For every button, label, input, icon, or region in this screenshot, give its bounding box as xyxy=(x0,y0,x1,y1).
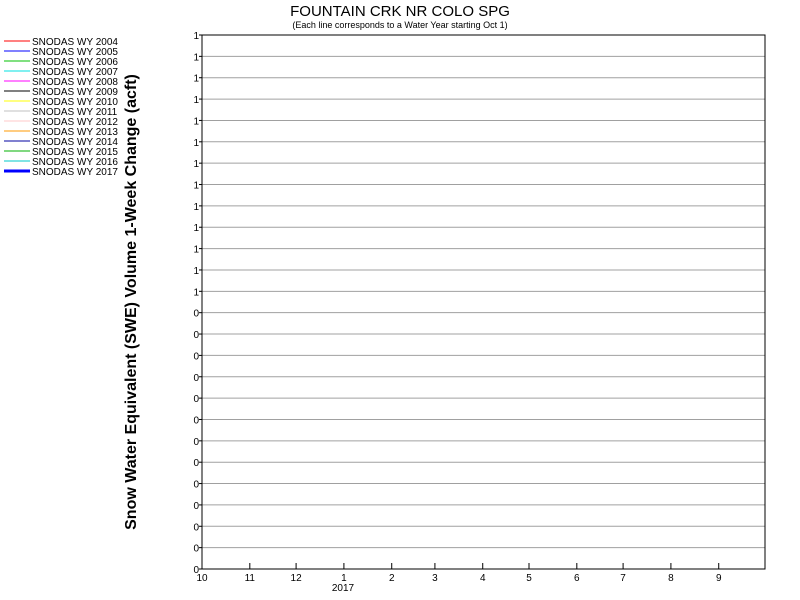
x-tick-label-2: 12 xyxy=(291,573,303,584)
y-tick-label-24: 0 xyxy=(193,544,199,555)
y-tick-label-12: 1 xyxy=(193,287,199,298)
legend-label-5: SNODAS WY 2009 xyxy=(32,87,118,98)
y-tick-label-2: 1 xyxy=(193,74,199,85)
y-tick-label-20: 0 xyxy=(193,458,199,469)
y-axis-label: Snow Water Equivalent (SWE) Volume 1-Wee… xyxy=(123,74,140,530)
legend-label-12: SNODAS WY 2016 xyxy=(32,157,118,168)
legend-label-8: SNODAS WY 2012 xyxy=(32,117,118,128)
y-tick-label-14: 0 xyxy=(193,330,199,341)
chart-title: FOUNTAIN CRK NR COLO SPG xyxy=(290,3,510,20)
y-tick-label-17: 0 xyxy=(193,394,199,405)
y-tick-label-23: 0 xyxy=(193,522,199,533)
x-tick-label-0: 10 xyxy=(196,573,208,584)
y-tick-label-19: 0 xyxy=(193,437,199,448)
legend-label-10: SNODAS WY 2014 xyxy=(32,137,118,148)
grid-lines xyxy=(202,55,765,549)
y-tick-label-21: 0 xyxy=(193,480,199,491)
legend-label-9: SNODAS WY 2013 xyxy=(32,127,118,138)
legend-label-3: SNODAS WY 2007 xyxy=(32,67,118,78)
y-tick-label-6: 1 xyxy=(193,159,199,170)
legend-label-7: SNODAS WY 2011 xyxy=(32,107,118,118)
legend-label-6: SNODAS WY 2010 xyxy=(32,97,118,108)
x-tick-label-5: 3 xyxy=(432,573,438,584)
x-tick-label-11: 9 xyxy=(716,573,722,584)
x-tick-label-7: 5 xyxy=(526,573,532,584)
y-tick-label-5: 1 xyxy=(193,138,199,149)
y-tick-label-0: 1 xyxy=(193,31,199,42)
plot-frame xyxy=(201,34,766,570)
y-tick-label-10: 1 xyxy=(193,245,199,256)
x-tick-label-6: 4 xyxy=(480,573,486,584)
y-tick-label-25: 0 xyxy=(193,565,199,576)
x-tick-label-10: 8 xyxy=(668,573,674,584)
y-tick-label-1: 1 xyxy=(193,52,199,63)
y-tick-label-3: 1 xyxy=(193,95,199,106)
legend-label-11: SNODAS WY 2015 xyxy=(32,147,118,158)
legend-label-0: SNODAS WY 2004 xyxy=(32,37,118,48)
y-tick-label-16: 0 xyxy=(193,373,199,384)
x-tick-label-9: 7 xyxy=(620,573,626,584)
legend-label-2: SNODAS WY 2006 xyxy=(32,57,118,68)
x-tick-label-8: 6 xyxy=(574,573,580,584)
y-tick-label-15: 0 xyxy=(193,351,199,362)
y-tick-label-7: 1 xyxy=(193,181,199,192)
y-tick-label-18: 0 xyxy=(193,415,199,426)
x-tick-label-1: 11 xyxy=(245,573,256,584)
y-tick-label-4: 1 xyxy=(193,116,199,127)
legend-label-4: SNODAS WY 2008 xyxy=(32,77,118,88)
x-year-label: 2017 xyxy=(332,583,355,594)
y-axis-ticks: 1 1 1 1 1 1 1 1 1 1 1 1 1 0 0 0 0 0 0 0 0 0 0 0 0 0 xyxy=(193,31,202,576)
x-tick-label-3: 1 xyxy=(341,573,347,584)
chart-subtitle: (Each line corresponds to a Water Year s… xyxy=(292,20,507,30)
x-tick-label-4: 2 xyxy=(389,573,395,584)
y-tick-label-9: 1 xyxy=(193,223,199,234)
y-tick-label-22: 0 xyxy=(193,501,199,512)
y-tick-label-8: 1 xyxy=(193,202,199,213)
x-axis-ticks: 10 11 12 1 2 3 4 5 6 7 8 9 xyxy=(196,563,722,584)
legend-label-1: SNODAS WY 2005 xyxy=(32,47,118,58)
y-tick-label-11: 1 xyxy=(193,266,199,277)
y-tick-label-13: 0 xyxy=(193,309,199,320)
legend-label-13: SNODAS WY 2017 xyxy=(32,167,118,178)
